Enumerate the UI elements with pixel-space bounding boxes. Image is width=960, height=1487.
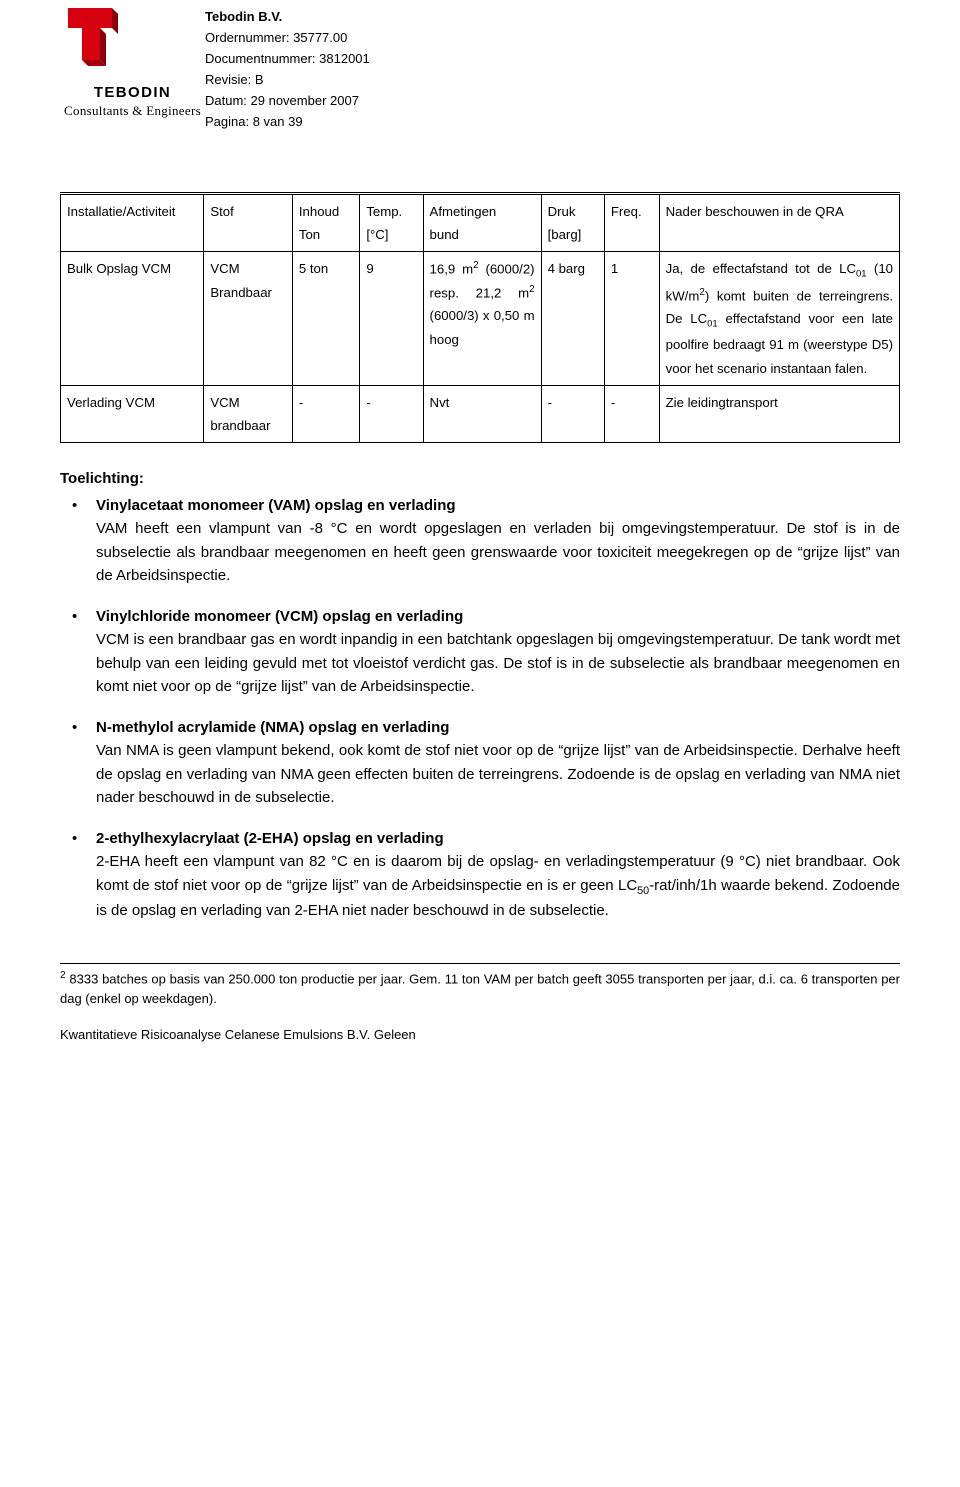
item-body: VAM heeft een vlampunt van -8 °C en word…: [96, 520, 900, 584]
list-item: Vinylacetaat monomeer (VAM) opslag en ve…: [96, 494, 900, 587]
th-inhoud: Inhoud Ton: [292, 194, 359, 252]
table-cell: Bulk Opslag VCM: [61, 252, 204, 385]
th-temp-bot: [°C]: [366, 227, 388, 242]
qra-table-body: Bulk Opslag VCMVCM Brandbaar5 ton916,9 m…: [61, 252, 900, 442]
logo-column: TEBODIN Consultants & Engineers: [60, 6, 205, 119]
th-druk: Druk [barg]: [541, 194, 604, 252]
table-cell: 16,9 m2 (6000/2) resp. 21,2 m2 (6000/3) …: [423, 252, 541, 385]
th-inhoud-top: Inhoud: [299, 204, 339, 219]
table-row: Verlading VCMVCM brandbaar--Nvt--Zie lei…: [61, 385, 900, 442]
meta-pagina: Pagina: 8 van 39: [205, 111, 370, 132]
table-cell: VCM brandbaar: [204, 385, 293, 442]
toelichting-list: Vinylacetaat monomeer (VAM) opslag en ve…: [60, 494, 900, 922]
th-stof: Stof: [204, 194, 293, 252]
footnote-separator: [60, 963, 900, 964]
table-cell: 5 ton: [292, 252, 359, 385]
header-meta: Tebodin B.V. Ordernummer: 35777.00 Docum…: [205, 6, 370, 132]
body-content: Toelichting: Vinylacetaat monomeer (VAM)…: [60, 467, 900, 923]
document-header: TEBODIN Consultants & Engineers Tebodin …: [60, 0, 900, 132]
list-item: 2-ethylhexylacrylaat (2-EHA) opslag en v…: [96, 827, 900, 922]
table-cell: 4 barg: [541, 252, 604, 385]
table-cell: Verlading VCM: [61, 385, 204, 442]
tebodin-logo-icon: [60, 6, 120, 84]
table-cell: Zie leidingtransport: [659, 385, 899, 442]
toelichting-title: Toelichting:: [60, 467, 900, 490]
table-cell: VCM Brandbaar: [204, 252, 293, 385]
item-body: VCM is een brandbaar gas en wordt inpand…: [96, 631, 900, 695]
list-item: N-methylol acrylamide (NMA) opslag en ve…: [96, 716, 900, 809]
item-title: Vinylacetaat monomeer (VAM) opslag en ve…: [96, 494, 900, 517]
th-temp-top: Temp.: [366, 204, 402, 219]
table-cell: 9: [360, 252, 423, 385]
qra-table: Installatie/Activiteit Stof Inhoud Ton T…: [60, 192, 900, 443]
doc-title: Kwantitatieve Risicoanalyse Celanese Emu…: [60, 1027, 900, 1042]
th-temp: Temp. [°C]: [360, 194, 423, 252]
th-afm-bot: bund: [430, 227, 459, 242]
th-nader: Nader beschouwen in de QRA: [659, 194, 899, 252]
item-title: Vinylchloride monomeer (VCM) opslag en v…: [96, 605, 900, 628]
table-cell: -: [541, 385, 604, 442]
item-title: N-methylol acrylamide (NMA) opslag en ve…: [96, 716, 900, 739]
logo-tagline: Consultants & Engineers: [60, 101, 205, 119]
table-cell: -: [604, 385, 659, 442]
th-afm-top: Afmetingen: [430, 204, 497, 219]
th-druk-bot: [barg]: [548, 227, 582, 242]
item-title: 2-ethylhexylacrylaat (2-EHA) opslag en v…: [96, 827, 900, 850]
meta-datum: Datum: 29 november 2007: [205, 90, 370, 111]
table-cell: 1: [604, 252, 659, 385]
th-inhoud-bot: Ton: [299, 227, 320, 242]
th-afm: Afmetingen bund: [423, 194, 541, 252]
footnote-mark: 2: [60, 970, 66, 981]
footnote: 2 8333 batches op basis van 250.000 ton …: [60, 968, 900, 1010]
list-item: Vinylchloride monomeer (VCM) opslag en v…: [96, 605, 900, 698]
meta-ordernummer: Ordernummer: 35777.00: [205, 27, 370, 48]
logo-wordmark: TEBODIN: [60, 84, 205, 101]
th-druk-top: Druk: [548, 204, 576, 219]
item-body: 2-EHA heeft een vlampunt van 82 °C en is…: [96, 853, 900, 919]
item-body: Van NMA is geen vlampunt bekend, ook kom…: [96, 742, 900, 806]
table-cell: Nvt: [423, 385, 541, 442]
footnote-text: 8333 batches op basis van 250.000 ton pr…: [60, 971, 900, 1006]
meta-documentnummer: Documentnummer: 3812001: [205, 48, 370, 69]
table-row: Bulk Opslag VCMVCM Brandbaar5 ton916,9 m…: [61, 252, 900, 385]
table-header-row: Installatie/Activiteit Stof Inhoud Ton T…: [61, 194, 900, 252]
meta-revisie: Revisie: B: [205, 69, 370, 90]
table-cell: -: [292, 385, 359, 442]
table-cell: Ja, de effectafstand tot de LC01 (10 kW/…: [659, 252, 899, 385]
th-freq: Freq.: [604, 194, 659, 252]
th-install: Installatie/Activiteit: [61, 194, 204, 252]
table-cell: -: [360, 385, 423, 442]
company-name: Tebodin B.V.: [205, 6, 370, 27]
page: TEBODIN Consultants & Engineers Tebodin …: [0, 0, 960, 1487]
